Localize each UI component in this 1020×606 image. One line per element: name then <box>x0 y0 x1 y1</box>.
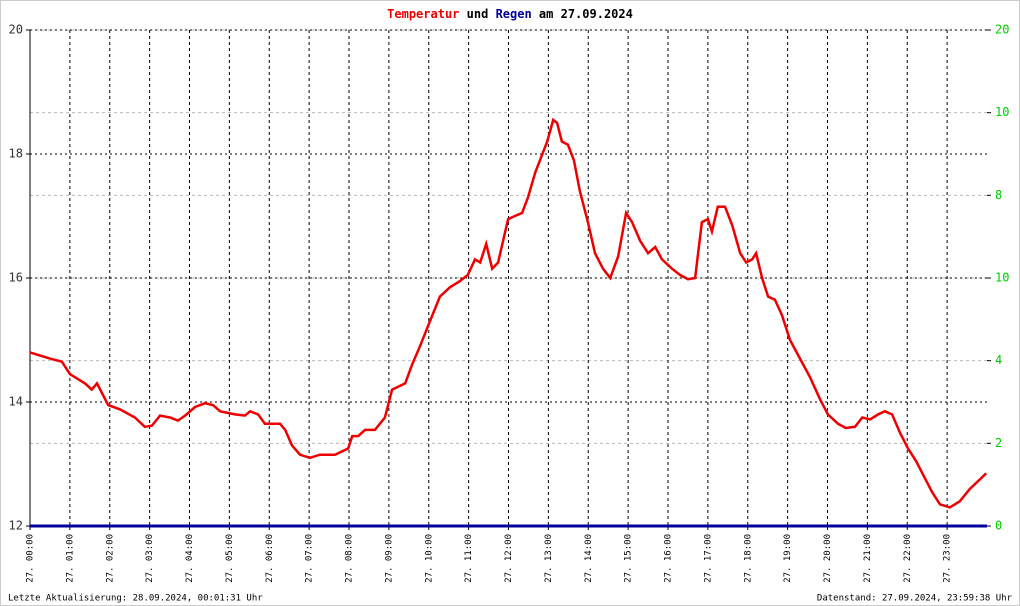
y2-tick-label: 8 <box>995 188 1002 202</box>
x-tick-label: 27. 20:00 <box>823 534 833 583</box>
x-tick-label: 27. 06:00 <box>265 534 275 583</box>
y2-tick-label: 20 <box>995 23 1009 37</box>
x-tick-label: 27. 05:00 <box>225 534 235 583</box>
x-tick-label: 27. 08:00 <box>345 534 355 583</box>
x-tick-label: 27. 04:00 <box>185 534 195 583</box>
title-and: und <box>467 7 489 21</box>
y-tick-label: 12 <box>9 519 23 533</box>
x-tick-label: 27. 09:00 <box>384 534 394 583</box>
x-tick-label: 27. 19:00 <box>783 534 793 583</box>
x-tick-label: 27. 18:00 <box>743 534 753 583</box>
x-tick-label: 27. 16:00 <box>664 534 674 583</box>
y2-tick-label: 2 <box>995 436 1002 450</box>
x-tick-label: 27. 14:00 <box>584 534 594 583</box>
y-tick-label: 18 <box>9 147 23 161</box>
title-temperature: Temperatur <box>387 7 459 21</box>
y2-tick-label: 4 <box>995 353 1002 367</box>
x-tick-label: 27. 07:00 <box>305 534 315 583</box>
x-tick-label: 27. 23:00 <box>943 534 953 583</box>
x-tick-label: 27. 21:00 <box>863 534 873 583</box>
x-tick-label: 27. 10:00 <box>424 534 434 583</box>
y-tick-label: 14 <box>9 395 23 409</box>
y2-tick-label: 10 <box>995 271 1009 285</box>
x-tick-label: 27. 13:00 <box>544 534 554 583</box>
x-tick-label: 27. 17:00 <box>703 534 713 583</box>
y2-tick-label: 10 <box>995 105 1009 119</box>
footer-left: Letzte Aktualisierung: 28.09.2024, 00:01… <box>8 594 263 604</box>
chart-title: Temperatur und Regen am 27.09.2024 <box>387 7 633 21</box>
title-rain: Regen <box>496 7 532 21</box>
x-tick-label: 27. 01:00 <box>65 534 75 583</box>
x-tick-label: 27. 22:00 <box>903 534 913 583</box>
x-tick-label: 27. 02:00 <box>105 534 115 583</box>
y-tick-label: 20 <box>9 23 23 37</box>
title-date: am 27.09.2024 <box>539 7 633 21</box>
footer-right: Datenstand: 27.09.2024, 23:59:38 Uhr <box>817 594 1013 604</box>
x-tick-label: 27. 03:00 <box>145 534 155 583</box>
x-tick-label: 27. 15:00 <box>624 534 634 583</box>
y2-tick-label: 0 <box>995 519 1002 533</box>
x-tick-label: 27. 12:00 <box>504 534 514 583</box>
x-tick-label: 27. 11:00 <box>464 534 474 583</box>
x-tick-label: 27. 00:00 <box>26 534 36 583</box>
series-line <box>29 117 988 509</box>
y-tick-label: 16 <box>9 271 23 285</box>
